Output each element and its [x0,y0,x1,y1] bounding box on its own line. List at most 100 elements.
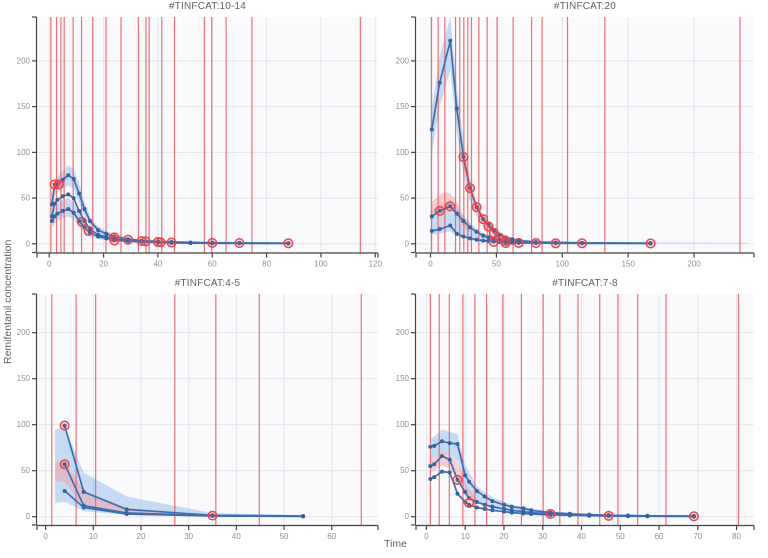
y-tick-label: 200 [396,56,410,65]
series-marker [169,240,174,245]
x-tick-label: 40 [153,260,162,269]
series-marker [467,479,472,484]
series-marker [548,512,553,517]
y-tick-label: 150 [17,374,31,383]
x-tick-label: 0 [424,532,429,541]
observation-circle [500,238,511,249]
observation-circle [471,202,482,213]
series-marker [432,443,437,448]
series-marker [81,489,86,494]
observation-circle [550,238,561,249]
series-marker [606,513,611,518]
series-marker [648,241,653,246]
series-marker [490,499,495,504]
y-tick-label: 50 [21,466,30,475]
gridlines [416,294,754,525]
series-marker [66,207,71,212]
series-marker [237,241,242,246]
series-marker [210,513,215,518]
series-marker [448,223,453,228]
observation-markers [49,179,294,249]
series-marker [437,80,442,85]
x-tick-label: 50 [616,532,625,541]
x-tick-label: 30 [184,532,193,541]
series-marker [490,504,495,509]
series-marker [62,423,67,428]
series-marker [96,228,101,233]
event-vlines [50,17,361,253]
observation-circle [109,232,120,243]
series-marker [521,506,526,511]
series-marker [490,508,495,513]
panel-title-tinfcat-4-5: #TINFCAT:4-5 [174,278,241,289]
series-marker [188,241,193,246]
tick-labels: 0 50 100 150 200 0 20 40 60 80 100 120 [17,56,383,268]
series-marker [96,234,101,239]
x-tick-label: 40 [577,532,586,541]
observation-circle [234,238,245,249]
y-tick-label: 50 [400,194,409,203]
series-marker [66,173,71,178]
observation-circle [603,510,614,521]
y-tick-label: 200 [396,328,410,337]
observation-circle [59,459,70,470]
observation-markers [452,474,699,522]
observation-circle [122,234,134,245]
series-marker [455,491,460,496]
series-marker [461,218,466,223]
series-marker [509,510,514,515]
observation-circle [434,205,445,216]
tick-labels: 0 50 100 150 200 0 10 20 30 40 50 60 70 80 [396,328,742,541]
series-marker [62,488,67,493]
series-marker [516,240,521,245]
series-marker [448,38,453,43]
series-marker [286,241,291,246]
series-marker [124,511,129,516]
observation-circle [445,201,456,212]
series-marker [104,231,109,236]
series-marker [482,502,487,507]
series-marker [491,239,496,244]
series-marker [71,196,76,201]
x-tick-label: 40 [232,532,241,541]
series-marker [587,513,592,518]
series-marker [474,237,479,242]
series-marker [81,505,86,510]
observation-circle [483,221,494,232]
series-marker [429,229,434,234]
observation-circle [458,151,469,162]
y-tick-label: 150 [396,102,410,111]
series-marker [52,214,57,219]
series-marker [60,208,65,213]
series-marker [454,106,459,111]
series-marker [468,236,473,241]
axes [32,16,379,258]
x-tick-label: 60 [655,532,664,541]
series-marker [126,239,131,244]
prediction-lines [49,173,291,246]
y-tick-label: 100 [396,420,410,429]
x-tick-label: 20 [137,532,146,541]
series-marker [533,241,538,246]
series-marker [509,504,514,509]
x-tick-label: 10 [89,532,98,541]
series-marker [529,511,534,516]
x-tick-label: 100 [556,260,570,269]
series-marker [77,208,82,213]
pink-ribbon [55,461,213,517]
x-tick-label: 0 [428,260,433,269]
series-marker [124,507,129,512]
series-marker [428,476,433,481]
panel-0: 0 50 100 150 200 0 20 40 60 80 100 120 [17,16,383,269]
blue-ribbon [51,198,158,244]
observation-circle [59,420,70,431]
series-marker [474,505,479,510]
blue-ribbon [430,429,694,517]
x-tick-label: 10 [461,532,470,541]
axes [411,293,755,530]
y-tick-label: 200 [17,56,31,65]
y-tick-label: 0 [405,512,410,521]
observation-circle [207,237,218,248]
series-marker [580,241,585,246]
